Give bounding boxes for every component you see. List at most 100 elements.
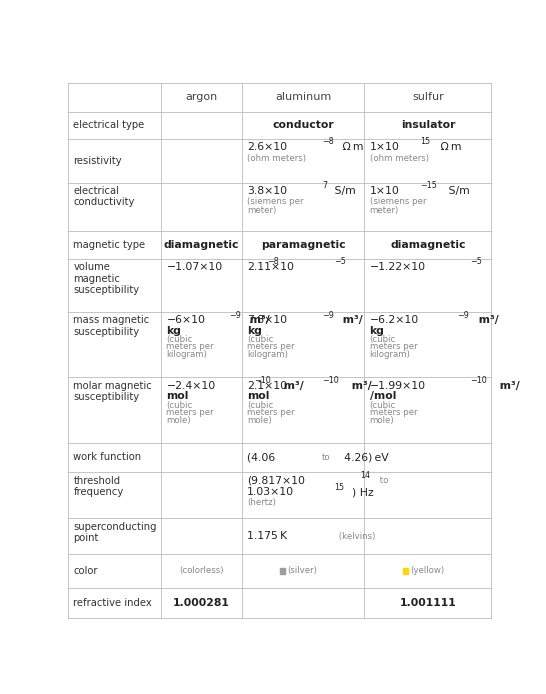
Text: kilogram): kilogram) bbox=[167, 350, 207, 359]
Text: m³/: m³/ bbox=[474, 315, 498, 325]
Text: −2.4×10: −2.4×10 bbox=[167, 380, 216, 391]
Text: molar magnetic
susceptibility: molar magnetic susceptibility bbox=[73, 380, 152, 403]
Text: meter): meter) bbox=[370, 206, 399, 215]
Text: volume
magnetic
susceptibility: volume magnetic susceptibility bbox=[73, 262, 139, 296]
Text: −10: −10 bbox=[470, 375, 486, 384]
Text: argon: argon bbox=[186, 92, 218, 103]
Text: mole): mole) bbox=[247, 416, 271, 425]
Text: color: color bbox=[73, 566, 98, 576]
Text: threshold
frequency: threshold frequency bbox=[73, 475, 123, 497]
Text: S/m: S/m bbox=[446, 186, 470, 196]
Text: (cubic: (cubic bbox=[247, 401, 273, 410]
Text: kg: kg bbox=[167, 326, 181, 336]
Text: 14: 14 bbox=[360, 471, 370, 480]
Text: Ω m: Ω m bbox=[437, 142, 461, 152]
Bar bbox=[402, 568, 408, 574]
Text: 1×10: 1×10 bbox=[370, 186, 400, 196]
Text: −8: −8 bbox=[322, 137, 334, 146]
Text: conductor: conductor bbox=[272, 120, 334, 130]
Text: m³/: m³/ bbox=[496, 380, 519, 391]
Text: diamagnetic: diamagnetic bbox=[390, 240, 466, 250]
Text: 15: 15 bbox=[420, 137, 430, 146]
Text: −1.07×10: −1.07×10 bbox=[167, 262, 223, 272]
Text: −1.99×10: −1.99×10 bbox=[370, 380, 426, 391]
Text: 1.001111: 1.001111 bbox=[400, 598, 456, 608]
Text: −6.2×10: −6.2×10 bbox=[370, 315, 419, 325]
Text: −9: −9 bbox=[229, 311, 241, 320]
Text: −15: −15 bbox=[420, 181, 437, 190]
Text: (siemens per: (siemens per bbox=[247, 198, 304, 206]
Text: (siemens per: (siemens per bbox=[370, 198, 426, 206]
Text: diamagnetic: diamagnetic bbox=[164, 240, 239, 250]
Text: kg: kg bbox=[370, 326, 384, 336]
Text: kg: kg bbox=[247, 326, 262, 336]
Text: mol: mol bbox=[167, 391, 189, 401]
Text: (silver): (silver) bbox=[287, 566, 317, 575]
Text: (cubic: (cubic bbox=[167, 335, 193, 344]
Text: 1.03×10: 1.03×10 bbox=[247, 487, 294, 498]
Text: (colorless): (colorless) bbox=[179, 566, 224, 575]
Text: 2.6×10: 2.6×10 bbox=[247, 142, 287, 152]
Text: mole): mole) bbox=[167, 416, 191, 425]
Text: (cubic: (cubic bbox=[167, 401, 193, 410]
Text: m³/: m³/ bbox=[348, 380, 372, 391]
Text: m³/: m³/ bbox=[246, 315, 270, 325]
Text: (kelvins): (kelvins) bbox=[336, 532, 376, 541]
Text: kilogram): kilogram) bbox=[370, 350, 411, 359]
Text: mol: mol bbox=[247, 391, 269, 401]
Text: electrical
conductivity: electrical conductivity bbox=[73, 186, 135, 208]
Text: −10: −10 bbox=[322, 375, 339, 384]
Text: /mol: /mol bbox=[370, 391, 396, 401]
Text: aluminum: aluminum bbox=[275, 92, 331, 103]
Text: −5: −5 bbox=[470, 257, 482, 266]
Text: −9: −9 bbox=[322, 311, 334, 320]
Text: to: to bbox=[322, 453, 331, 462]
Text: work function: work function bbox=[73, 452, 141, 462]
Text: magnetic type: magnetic type bbox=[73, 240, 145, 250]
Text: (cubic: (cubic bbox=[370, 401, 396, 410]
Text: −9: −9 bbox=[458, 311, 469, 320]
Text: 2.11×10: 2.11×10 bbox=[247, 262, 294, 272]
Text: −8: −8 bbox=[267, 257, 278, 266]
Text: meters per: meters per bbox=[370, 342, 417, 351]
Text: 4.26) eV: 4.26) eV bbox=[342, 452, 388, 462]
Text: S/m: S/m bbox=[331, 186, 355, 196]
Text: (ohm meters): (ohm meters) bbox=[370, 153, 429, 162]
Text: kilogram): kilogram) bbox=[247, 350, 288, 359]
Text: mass magnetic
susceptibility: mass magnetic susceptibility bbox=[73, 315, 150, 337]
Text: resistivity: resistivity bbox=[73, 155, 122, 166]
Text: sulfur: sulfur bbox=[412, 92, 444, 103]
Text: (4.06: (4.06 bbox=[247, 452, 277, 462]
Text: −6×10: −6×10 bbox=[167, 315, 205, 325]
Text: electrical type: electrical type bbox=[73, 120, 145, 130]
Text: to: to bbox=[377, 475, 388, 484]
Text: (hertz): (hertz) bbox=[247, 498, 276, 507]
Text: −1.22×10: −1.22×10 bbox=[370, 262, 426, 272]
Text: m³/: m³/ bbox=[339, 315, 363, 325]
Text: (9.817×10: (9.817×10 bbox=[247, 475, 305, 486]
Text: −10: −10 bbox=[254, 375, 271, 384]
Text: 15: 15 bbox=[335, 482, 345, 491]
Text: meters per: meters per bbox=[247, 342, 294, 351]
Text: 1.175 K: 1.175 K bbox=[247, 531, 287, 541]
Text: (yellow): (yellow) bbox=[410, 566, 444, 575]
Text: 1×10: 1×10 bbox=[370, 142, 400, 152]
Text: superconducting
point: superconducting point bbox=[73, 522, 157, 543]
Text: 7: 7 bbox=[322, 181, 327, 190]
Text: ) Hz: ) Hz bbox=[352, 487, 373, 498]
Bar bbox=[280, 568, 285, 574]
Text: mole): mole) bbox=[370, 416, 394, 425]
Text: 2.1×10: 2.1×10 bbox=[247, 380, 287, 391]
Text: refractive index: refractive index bbox=[73, 598, 152, 608]
Text: (cubic: (cubic bbox=[370, 335, 396, 344]
Text: (cubic: (cubic bbox=[247, 335, 273, 344]
Text: 3.8×10: 3.8×10 bbox=[247, 186, 287, 196]
Text: m³/: m³/ bbox=[280, 380, 304, 391]
Text: 1.000281: 1.000281 bbox=[173, 598, 230, 608]
Text: Ω m: Ω m bbox=[339, 142, 364, 152]
Text: meters per: meters per bbox=[167, 342, 214, 351]
Text: meter): meter) bbox=[247, 206, 276, 215]
Text: 7.8×10: 7.8×10 bbox=[247, 315, 287, 325]
Text: meters per: meters per bbox=[370, 408, 417, 417]
Text: paramagnetic: paramagnetic bbox=[261, 240, 346, 250]
